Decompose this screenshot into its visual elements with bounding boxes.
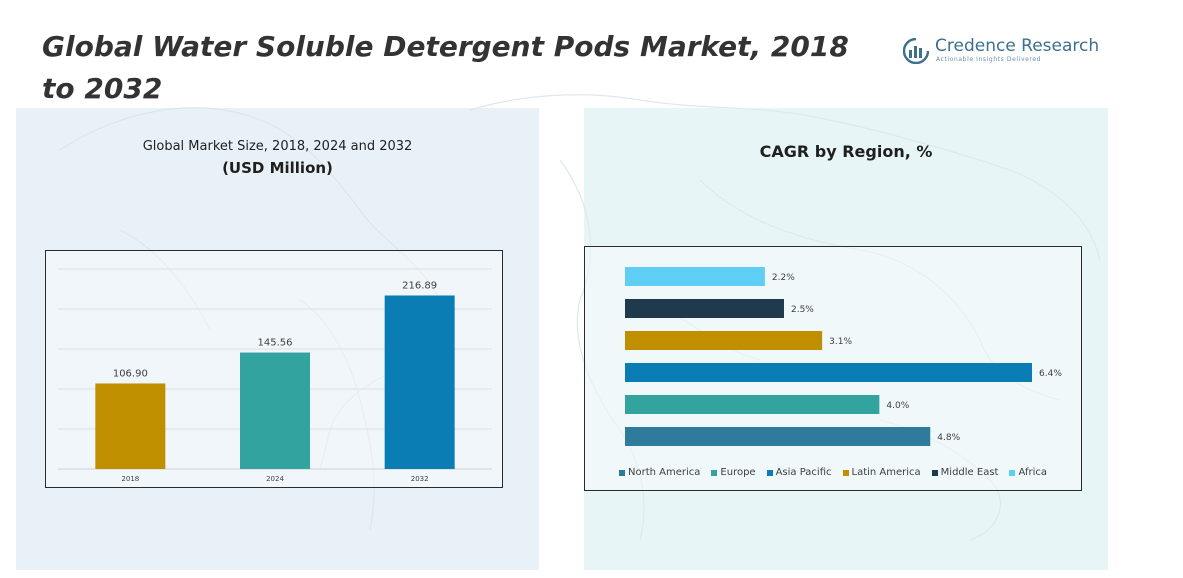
hbar-value-label: 4.8% [937, 433, 960, 443]
legend-label: Middle East [940, 467, 999, 478]
brand-tagline: Actionable Insights Delivered [936, 56, 1042, 63]
legend-label: Europe [720, 467, 756, 478]
market-size-subtitle: Global Market Size, 2018, 2024 and 2032 [142, 139, 413, 154]
legend-swatch [931, 469, 938, 476]
cagr-title: CAGR by Region, % [759, 142, 933, 161]
cagr-panel: CAGR by Region, % 2.2% 2.5% 3.1% 6.4% 4.0% 4.… [584, 108, 1108, 570]
legend-item-europe: Europe [711, 467, 756, 478]
hbar-middle-east [625, 299, 784, 318]
x-tick-label: 2032 [411, 475, 429, 483]
legend-swatch [766, 469, 773, 476]
legend-label: North America [628, 467, 701, 478]
hbar-europe [625, 395, 880, 414]
market-size-chart: 106.90 2018 145.56 2024 216.89 2032 [58, 268, 492, 483]
legend-swatch [1009, 469, 1016, 476]
bar-2018 [95, 383, 166, 469]
market-size-unit: (USD Million) [222, 159, 333, 177]
hbar-north-america [625, 427, 931, 446]
hbar-value-label: 4.0% [886, 401, 909, 411]
hbar-value-label: 2.5% [791, 305, 814, 315]
legend-item-middle-east: Middle East [931, 467, 999, 478]
page-title: Global Water Soluble Detergent Pods Mark… [42, 30, 849, 105]
credence-logo-icon [903, 38, 929, 64]
cagr-chart-frame: 2.2% 2.5% 3.1% 6.4% 4.0% 4.8% North America Eu… [584, 246, 1082, 491]
brand-name: Credence Research [935, 36, 1100, 56]
legend-item-latin-america: Latin America [842, 467, 921, 478]
legend-item-africa: Africa [1009, 467, 1047, 478]
brand-logo: Credence Research Actionable Insights De… [903, 36, 1099, 70]
bar-value-label: 106.90 [113, 368, 148, 379]
bar-value-label: 145.56 [258, 338, 293, 349]
market-size-panel: Global Market Size, 2018, 2024 and 2032 … [16, 108, 539, 570]
legend-swatch [842, 469, 849, 476]
cagr-chart: 2.2% 2.5% 3.1% 6.4% 4.0% 4.8% [625, 267, 1062, 446]
legend-item-north-america: North America [619, 467, 700, 478]
hbar-value-label: 6.4% [1039, 369, 1062, 379]
legend-label: Africa [1018, 467, 1047, 478]
x-tick-label: 2018 [121, 475, 139, 483]
bar-2024 [240, 352, 310, 469]
bar-2032 [384, 295, 455, 469]
hbar-latin-america [625, 331, 823, 350]
legend-label: Latin America [851, 467, 921, 478]
legend-swatch [619, 469, 625, 476]
cagr-legend: North America Europe Asia Pacific Latin Ame… [585, 467, 1081, 478]
legend-item-asia-pacific: Asia Pacific [766, 467, 832, 478]
hbar-value-label: 2.2% [772, 273, 795, 283]
market-size-chart-frame: 106.90 2018 145.56 2024 216.89 2032 [45, 250, 503, 488]
x-tick-label: 2024 [266, 475, 284, 483]
hbar-asia-pacific [625, 363, 1032, 382]
hbar-africa [625, 267, 765, 286]
legend-label: Asia Pacific [775, 467, 832, 478]
hbar-value-label: 3.1% [829, 337, 852, 347]
bar-value-label: 216.89 [402, 280, 437, 291]
legend-swatch [711, 469, 718, 476]
